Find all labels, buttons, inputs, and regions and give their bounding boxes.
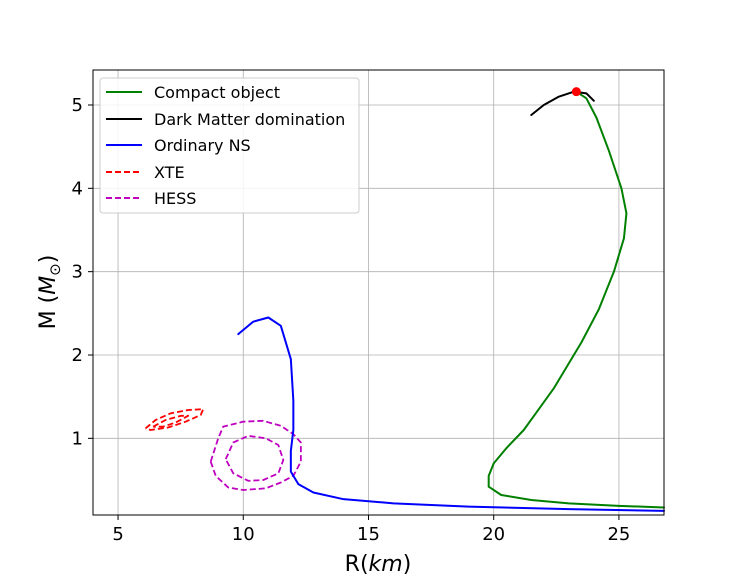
contour-layer xyxy=(145,408,302,491)
legend-box xyxy=(99,77,360,214)
series-line-ordinary-ns xyxy=(237,316,665,512)
x-tick-label: 10 xyxy=(232,524,255,545)
contour-hess xyxy=(224,434,285,482)
series-line-dark-matter-domination xyxy=(530,90,595,116)
ticks: 5 10 15 20 25 1 2 3 4 5 xyxy=(72,95,631,545)
y-tick-label: 5 xyxy=(72,95,83,116)
series-line-compact-object xyxy=(487,90,665,509)
legend-label-compact-object: Compact object xyxy=(154,83,280,102)
x-axis-label: R(km) xyxy=(345,552,412,577)
legend-label-dark-matter: Dark Matter domination xyxy=(154,110,345,129)
y-tick-label: 4 xyxy=(72,178,83,199)
series-layer xyxy=(237,87,665,512)
y-tick-label: 2 xyxy=(72,345,83,366)
max-mass-point xyxy=(571,87,581,97)
y-tick-label: 1 xyxy=(72,428,83,449)
y-axis-label: M (M⊙) xyxy=(36,255,64,330)
legend-label-ordinary-ns: Ordinary NS xyxy=(154,136,251,155)
x-tick-label: 25 xyxy=(607,524,630,545)
x-tick-label: 20 xyxy=(482,524,505,545)
legend-label-xte: XTE xyxy=(154,163,185,182)
legend: Compact object Dark Matter domination Or… xyxy=(99,77,360,214)
contour-xte xyxy=(152,414,190,428)
contour-hess xyxy=(209,419,302,491)
y-tick-label: 3 xyxy=(72,262,83,283)
plot-frame xyxy=(92,69,665,516)
legend-items: Compact object Dark Matter domination Or… xyxy=(106,83,345,208)
legend-label-hess: HESS xyxy=(154,189,196,208)
x-tick-label: 5 xyxy=(112,524,123,545)
contour-xte xyxy=(145,408,205,431)
x-tick-label: 15 xyxy=(357,524,380,545)
